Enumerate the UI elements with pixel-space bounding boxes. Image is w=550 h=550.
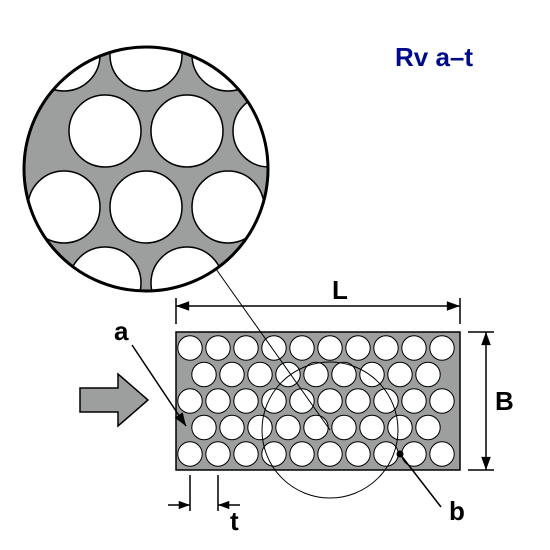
dim-B: B [468,332,514,470]
perforated-plate [176,332,460,470]
pattern-code-title: Rv a–t [395,42,473,73]
dim-L: L [176,275,460,324]
svg-text:B: B [495,386,514,416]
direction-arrow-icon [80,374,148,426]
svg-text:b: b [449,496,465,526]
dim-t: t [168,475,240,536]
svg-text:t: t [230,506,239,536]
svg-text:L: L [332,275,348,305]
magnifier-detail [22,19,387,319]
diagram-canvas: L Bt a b [0,0,550,550]
svg-text:a: a [114,316,129,346]
